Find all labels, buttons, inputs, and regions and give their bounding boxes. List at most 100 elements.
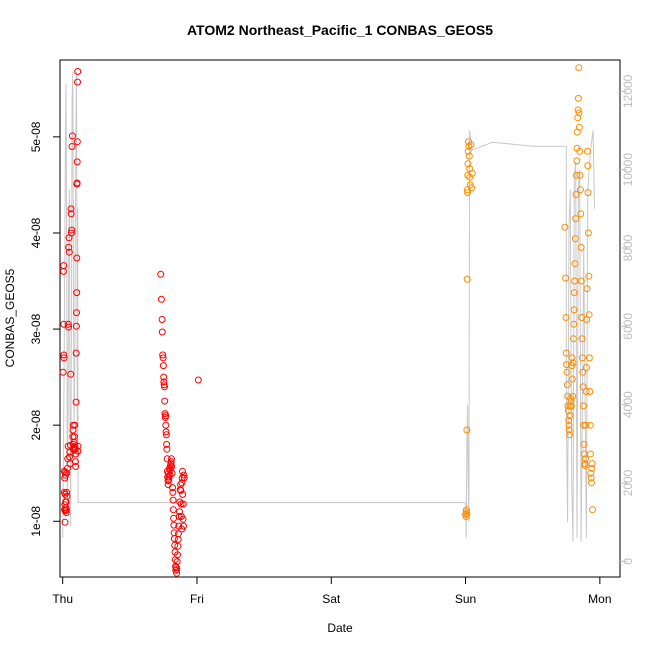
data-point (565, 416, 573, 424)
data-point (72, 322, 80, 330)
y-axis-label: CONBAS_GEOS5 (3, 268, 17, 367)
data-point (73, 138, 81, 146)
data-point (574, 94, 582, 102)
data-point (562, 314, 570, 321)
data-point (584, 147, 591, 155)
data-point (577, 243, 585, 251)
data-point (463, 275, 471, 283)
y-axis-left: 1e-08 2e-08 3e-08 4e-08 5e-08 (29, 121, 60, 537)
data-point (168, 469, 176, 477)
data-point (161, 383, 168, 391)
data-point (68, 143, 76, 150)
data-point (582, 388, 590, 395)
data-point (580, 402, 587, 410)
data-point (585, 311, 593, 319)
data-point (583, 285, 591, 293)
series-layer (59, 64, 596, 577)
data-point (162, 421, 170, 429)
data-point (587, 450, 594, 458)
data-point (574, 114, 582, 122)
data-point (173, 569, 181, 577)
data-point (578, 354, 586, 362)
data-point (71, 421, 79, 429)
data-point (67, 210, 75, 218)
data-point (166, 471, 174, 479)
data-point (577, 277, 585, 285)
data-point (463, 510, 471, 518)
data-point (65, 248, 73, 256)
data-point (588, 460, 596, 468)
data-point (170, 529, 178, 537)
data-point (580, 440, 588, 448)
data-point (170, 521, 178, 529)
data-point (562, 274, 570, 282)
data-point (63, 492, 71, 500)
data-point (170, 535, 178, 543)
data-point (174, 542, 182, 550)
data-point (565, 426, 573, 434)
data-point (162, 431, 170, 439)
data-point (69, 426, 77, 434)
data-point (563, 361, 571, 369)
data-point (567, 394, 575, 402)
x-axis-label: Date (327, 621, 353, 635)
data-point (582, 364, 590, 371)
data-point (569, 392, 577, 400)
data-point (468, 184, 476, 192)
data-point (566, 431, 574, 439)
data-point (65, 323, 72, 331)
data-point (576, 171, 584, 179)
data-point (561, 223, 569, 231)
data-point (165, 476, 173, 484)
data-point (160, 378, 168, 386)
data-point (462, 513, 470, 520)
data-point (71, 458, 79, 466)
y2-tick-label: 0 (621, 558, 635, 565)
data-point (179, 467, 186, 475)
data-point (584, 162, 592, 170)
data-point (65, 243, 73, 251)
data-point (63, 488, 71, 496)
altitude-line (62, 71, 595, 542)
data-point (468, 169, 476, 177)
data-point (180, 471, 188, 479)
data-point (179, 500, 187, 508)
data-point (174, 536, 182, 543)
data-point (173, 558, 181, 566)
data-point (68, 132, 76, 140)
data-point (67, 205, 75, 213)
data-point (168, 455, 175, 463)
data-point (59, 267, 67, 275)
data-point (62, 471, 69, 479)
data-point (158, 328, 166, 336)
y-tick-label: 2e-08 (29, 410, 43, 441)
data-point (73, 309, 80, 317)
x-tick-label: Sun (455, 592, 476, 606)
data-point (163, 445, 171, 453)
data-point (578, 335, 586, 343)
data-point (67, 229, 75, 237)
data-point (73, 254, 81, 262)
y-tick-label: 4e-08 (29, 217, 43, 248)
data-point (569, 335, 577, 343)
data-point (582, 421, 590, 429)
data-point (161, 397, 169, 405)
data-point (464, 160, 472, 168)
data-point (177, 500, 185, 508)
data-point (571, 235, 579, 243)
data-point (61, 518, 69, 526)
data-point (563, 381, 571, 389)
data-point (572, 191, 580, 198)
data-point (180, 522, 187, 530)
data-point (74, 78, 81, 86)
data-point (162, 412, 170, 420)
y2-tick-label: 8000 (621, 234, 635, 261)
data-point (577, 210, 585, 218)
data-point (586, 421, 594, 429)
data-point (564, 402, 572, 410)
data-point (587, 474, 595, 482)
y-axis-right: 0 2000 4000 6000 8000 10000 12000 (620, 74, 635, 565)
data-point (589, 506, 596, 514)
data-point (575, 64, 583, 72)
data-point (64, 320, 72, 328)
